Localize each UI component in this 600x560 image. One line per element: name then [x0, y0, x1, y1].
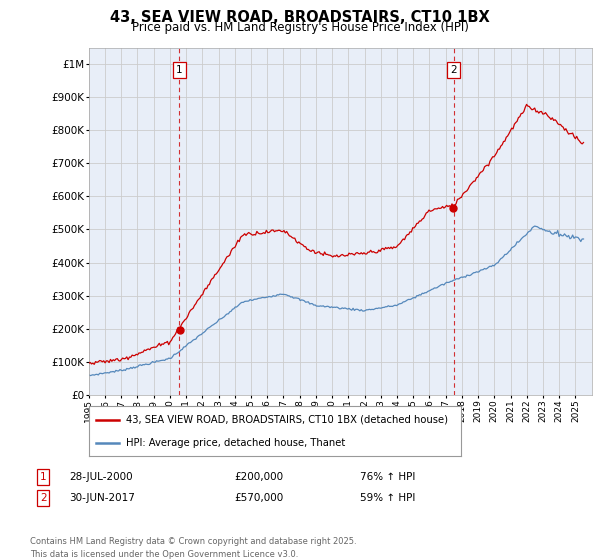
Text: 43, SEA VIEW ROAD, BROADSTAIRS, CT10 1BX (detached house): 43, SEA VIEW ROAD, BROADSTAIRS, CT10 1BX…	[126, 414, 448, 424]
Text: Price paid vs. HM Land Registry's House Price Index (HPI): Price paid vs. HM Land Registry's House …	[131, 21, 469, 34]
Text: 1: 1	[40, 472, 47, 482]
Text: HPI: Average price, detached house, Thanet: HPI: Average price, detached house, Than…	[126, 438, 345, 448]
Text: 2: 2	[451, 65, 457, 75]
Text: 76% ↑ HPI: 76% ↑ HPI	[360, 472, 415, 482]
Text: 59% ↑ HPI: 59% ↑ HPI	[360, 493, 415, 503]
Text: Contains HM Land Registry data © Crown copyright and database right 2025.
This d: Contains HM Land Registry data © Crown c…	[30, 536, 356, 559]
Text: £200,000: £200,000	[234, 472, 283, 482]
Text: 28-JUL-2000: 28-JUL-2000	[69, 472, 133, 482]
Text: £570,000: £570,000	[234, 493, 283, 503]
Text: 1: 1	[176, 65, 182, 75]
Text: 2: 2	[40, 493, 47, 503]
Text: 43, SEA VIEW ROAD, BROADSTAIRS, CT10 1BX: 43, SEA VIEW ROAD, BROADSTAIRS, CT10 1BX	[110, 10, 490, 25]
Text: 30-JUN-2017: 30-JUN-2017	[69, 493, 135, 503]
